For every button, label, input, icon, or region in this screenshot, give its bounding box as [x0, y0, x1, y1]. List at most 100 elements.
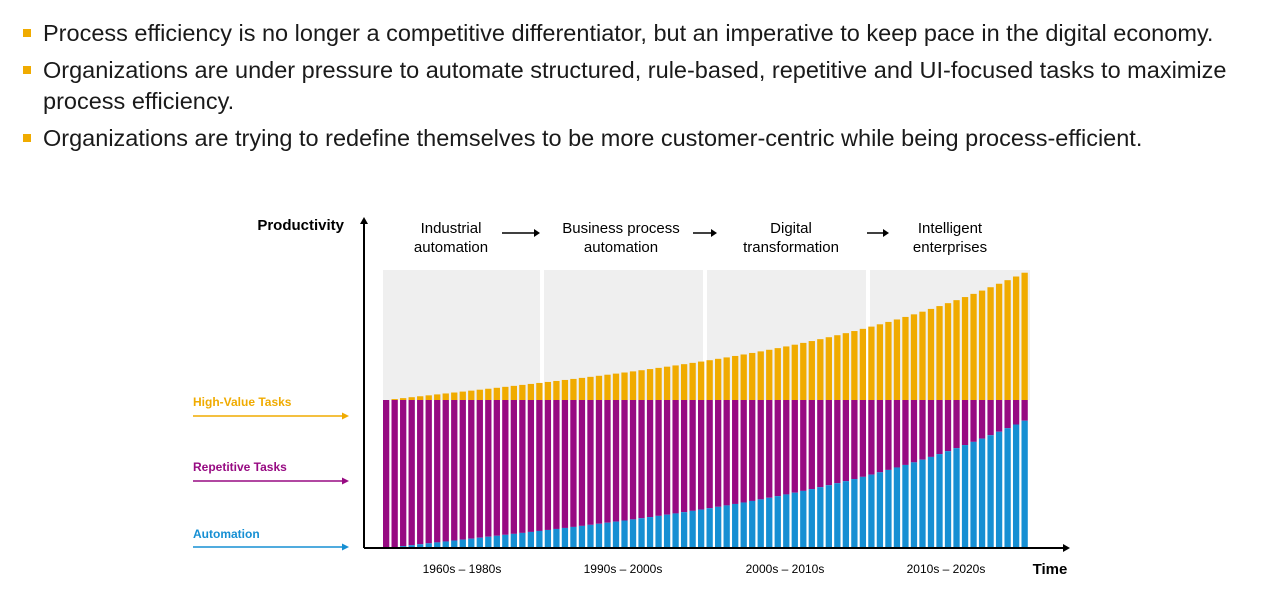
bar-repetitive [425, 400, 432, 544]
bar-repetitive [859, 400, 867, 477]
bullet-marker [23, 29, 31, 37]
bar-automation [544, 529, 552, 548]
bar-repetitive [1021, 400, 1028, 421]
bar-automation [1021, 420, 1028, 548]
bar-repetitive [987, 400, 994, 436]
bar-automation [519, 532, 526, 548]
bar-high-value [783, 346, 790, 400]
bar-repetitive [970, 400, 977, 442]
bullet-item: Organizations are under pressure to auto… [22, 55, 1262, 117]
bar-automation [663, 514, 671, 548]
bar-automation [715, 506, 722, 548]
bar-automation [706, 508, 713, 548]
bar-automation [723, 505, 730, 548]
bar-automation [953, 448, 960, 548]
bullet-list: Process efficiency is no longer a compet… [22, 18, 1262, 160]
bar-high-value [953, 300, 960, 400]
bar-high-value [961, 297, 969, 400]
bar-automation [1004, 428, 1011, 548]
bar-high-value [638, 370, 645, 400]
phase-arrowhead [711, 229, 717, 237]
bar-repetitive [400, 400, 407, 547]
bar-repetitive [655, 400, 662, 516]
bar-repetitive [732, 400, 739, 504]
legend-label: High-Value Tasks [193, 395, 292, 409]
phase-label: enterprises [913, 239, 987, 256]
bar-high-value [902, 316, 909, 400]
bar-automation [995, 431, 1003, 548]
bar-repetitive [417, 400, 424, 545]
bar-automation [740, 502, 747, 548]
era-label: 2000s – 2010s [746, 562, 825, 576]
bar-high-value [655, 367, 662, 400]
bar-repetitive [783, 400, 790, 495]
bar-repetitive [663, 400, 671, 515]
bar-repetitive [749, 400, 756, 501]
bar-automation [800, 490, 807, 548]
bar-automation [825, 485, 832, 548]
phase-label: Business process [562, 220, 680, 237]
bar-automation [578, 525, 586, 548]
bar-high-value [893, 319, 901, 400]
legend-arrowhead [342, 412, 349, 420]
bar-repetitive [817, 400, 824, 488]
x-axis-title: Time [1033, 561, 1068, 578]
bar-automation [536, 530, 543, 548]
bar-high-value [646, 369, 654, 400]
bar-repetitive [885, 400, 892, 470]
bar-automation [527, 531, 535, 548]
phase-label: Industrial [421, 220, 482, 237]
bar-automation [451, 540, 458, 548]
bar-repetitive [391, 400, 398, 548]
bar-automation [689, 510, 696, 548]
bar-repetitive [493, 400, 500, 536]
bar-repetitive [978, 400, 986, 439]
bar-automation [621, 520, 628, 548]
y-axis-title: Productivity [257, 217, 344, 234]
bar-automation [672, 513, 679, 548]
bar-automation [570, 526, 577, 548]
bar-repetitive [689, 400, 696, 511]
bar-automation [936, 454, 943, 548]
bar-repetitive [510, 400, 517, 534]
bar-high-value [859, 328, 867, 400]
bar-automation [510, 533, 517, 548]
bar-automation [697, 509, 705, 548]
bar-repetitive [536, 400, 543, 531]
bar-repetitive [706, 400, 713, 509]
bar-automation [851, 479, 858, 548]
bar-repetitive [723, 400, 730, 506]
bar-repetitive [842, 400, 850, 482]
bar-high-value [723, 357, 730, 400]
bar-high-value [732, 355, 739, 400]
bar-high-value [791, 344, 798, 400]
bar-automation [680, 512, 688, 548]
bar-high-value [1004, 280, 1011, 400]
bar-automation [459, 539, 466, 548]
bar-high-value [995, 283, 1003, 400]
bar-high-value [544, 381, 552, 400]
bar-high-value [757, 351, 764, 400]
bar-repetitive [715, 400, 722, 507]
bar-repetitive [544, 400, 552, 530]
bar-automation [919, 459, 926, 548]
bar-repetitive [604, 400, 611, 523]
bar-high-value [800, 342, 807, 400]
bar-high-value [604, 374, 611, 400]
bar-repetitive [527, 400, 535, 532]
bar-high-value [493, 387, 500, 400]
bar-repetitive [766, 400, 773, 498]
bar-automation [766, 497, 773, 548]
bar-high-value [749, 352, 756, 400]
bar-repetitive [919, 400, 926, 460]
bar-automation [493, 535, 500, 548]
bar-repetitive [519, 400, 526, 533]
bullet-text: Process efficiency is no longer a compet… [43, 20, 1214, 46]
bar-high-value [621, 372, 628, 400]
bar-high-value [578, 377, 586, 400]
bar-repetitive [774, 400, 781, 497]
bar-repetitive [868, 400, 875, 475]
bar-automation [587, 524, 594, 548]
bar-automation [978, 438, 986, 548]
